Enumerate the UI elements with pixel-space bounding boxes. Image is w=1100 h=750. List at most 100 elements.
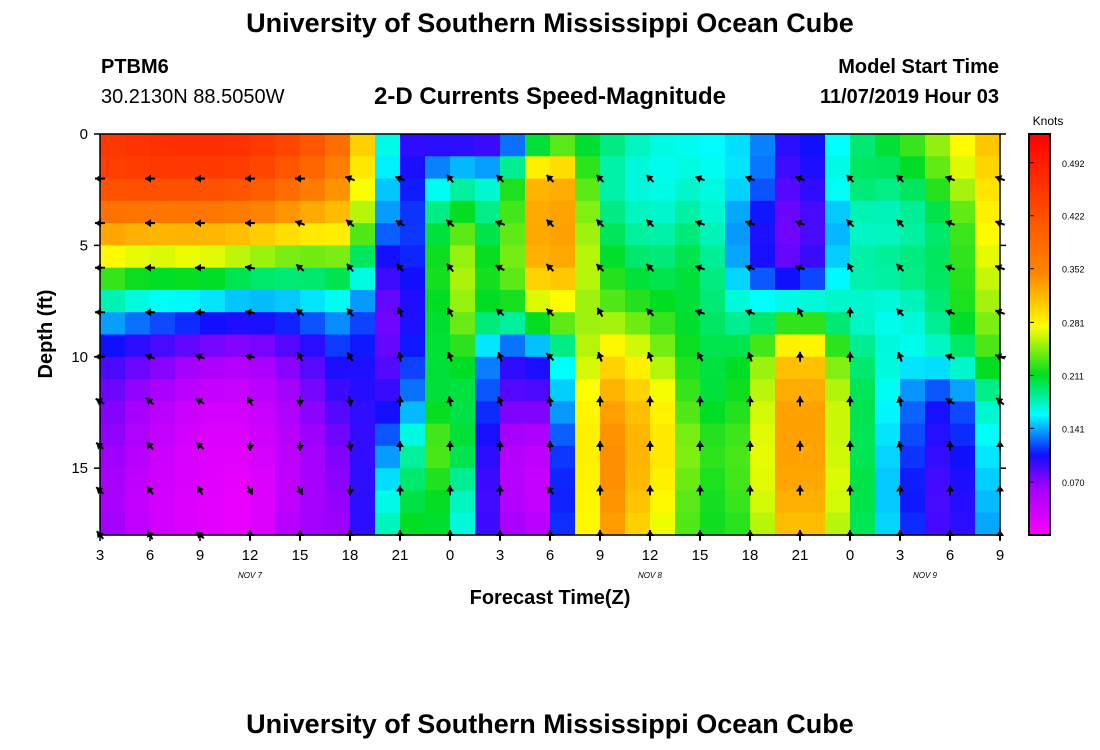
heat-cell — [925, 468, 951, 492]
heat-cell — [500, 200, 526, 224]
heat-cell — [150, 468, 176, 492]
heat-cell — [425, 156, 451, 180]
colorbar-tick-label: 0.211 — [1062, 371, 1084, 381]
heat-cell — [275, 134, 301, 157]
heat-cell — [475, 134, 501, 157]
current-arrow — [245, 174, 255, 183]
heat-cell — [225, 379, 251, 402]
current-arrow — [195, 397, 205, 406]
heat-cell — [875, 245, 901, 269]
heat-cell — [250, 401, 276, 425]
heat-cell — [850, 490, 876, 514]
heat-cell — [825, 512, 851, 536]
heat-cell — [425, 423, 451, 447]
current-arrow — [195, 308, 205, 317]
current-arrow — [396, 307, 405, 318]
heat-cell — [275, 468, 301, 492]
heat-cell — [950, 401, 976, 425]
heat-cell — [325, 356, 351, 380]
current-arrow — [146, 485, 154, 495]
heat-cell — [250, 379, 276, 402]
current-arrow — [446, 485, 454, 496]
heat-cell — [500, 401, 526, 425]
current-arrow — [545, 486, 555, 495]
current-arrow — [445, 219, 455, 228]
heat-cell — [375, 178, 401, 202]
heat-cell — [800, 468, 826, 492]
heat-cell — [900, 401, 926, 425]
heat-cell — [575, 223, 601, 246]
heat-cell — [875, 468, 901, 492]
heat-cell — [100, 223, 126, 246]
heat-cell — [425, 468, 451, 492]
heatmap-cells — [100, 134, 1001, 536]
heat-cell — [225, 356, 251, 380]
heat-cell — [425, 245, 451, 269]
heat-cell — [700, 334, 726, 358]
heat-cell — [175, 356, 201, 380]
heat-cell — [375, 445, 401, 469]
current-arrow — [295, 174, 305, 183]
heat-cell — [400, 445, 426, 469]
heat-cell — [400, 512, 426, 536]
heat-cell — [900, 512, 926, 536]
current-arrow — [744, 175, 756, 183]
heat-cell — [650, 245, 676, 269]
current-arrow — [145, 219, 155, 228]
heat-cell — [750, 512, 776, 536]
heat-cell — [125, 445, 151, 469]
heat-cell — [825, 401, 851, 425]
colorbar: Knots 0.492 0.422 0.352 0.281 0.211 0.141 0.07… — [1028, 114, 1085, 536]
heat-cell — [825, 312, 851, 336]
heat-cell — [100, 356, 126, 380]
y-axis-label: Depth (ft) — [35, 290, 57, 379]
heat-cell — [700, 468, 726, 492]
heat-cell — [250, 356, 276, 380]
heat-cell — [450, 156, 476, 180]
heat-cell — [825, 156, 851, 180]
heat-cell — [450, 178, 476, 202]
heat-cell — [400, 223, 426, 246]
heat-cell — [125, 334, 151, 358]
heat-cell — [425, 445, 451, 469]
heat-cell — [575, 245, 601, 269]
current-arrow — [796, 396, 804, 407]
heat-cell — [100, 156, 126, 180]
heat-cell — [700, 156, 726, 180]
current-arrow — [495, 174, 505, 183]
heat-cell — [125, 223, 151, 246]
x-tick-label: 0 — [446, 547, 454, 564]
heat-cell — [975, 289, 1001, 313]
heat-cell — [300, 401, 326, 425]
heat-cell — [725, 267, 751, 291]
heat-cell — [450, 312, 476, 336]
current-arrow — [246, 396, 254, 407]
heat-cell — [525, 200, 551, 224]
heat-cell — [550, 468, 576, 492]
heat-cell — [650, 423, 676, 447]
current-arrow — [944, 175, 956, 183]
heat-cell — [275, 312, 301, 336]
heat-cell — [875, 267, 901, 291]
x-tick-label: 21 — [792, 547, 809, 564]
heat-cell — [350, 134, 376, 157]
current-arrow — [846, 485, 854, 496]
heat-cell — [650, 512, 676, 536]
heat-cell — [925, 356, 951, 380]
heat-cell — [750, 156, 776, 180]
heat-cell — [775, 223, 801, 246]
heat-cell — [225, 423, 251, 447]
current-arrow — [846, 262, 854, 273]
heat-cell — [500, 312, 526, 336]
heat-cell — [275, 356, 301, 380]
heat-cell — [875, 512, 901, 536]
heat-cell — [150, 445, 176, 469]
heat-cell — [875, 223, 901, 246]
current-arrow — [796, 307, 804, 318]
current-arrow — [545, 352, 555, 362]
heat-cell — [625, 312, 651, 336]
heat-cell — [550, 334, 576, 358]
heat-cell — [975, 445, 1001, 469]
heat-cell — [825, 445, 851, 469]
heat-cell — [150, 490, 176, 514]
